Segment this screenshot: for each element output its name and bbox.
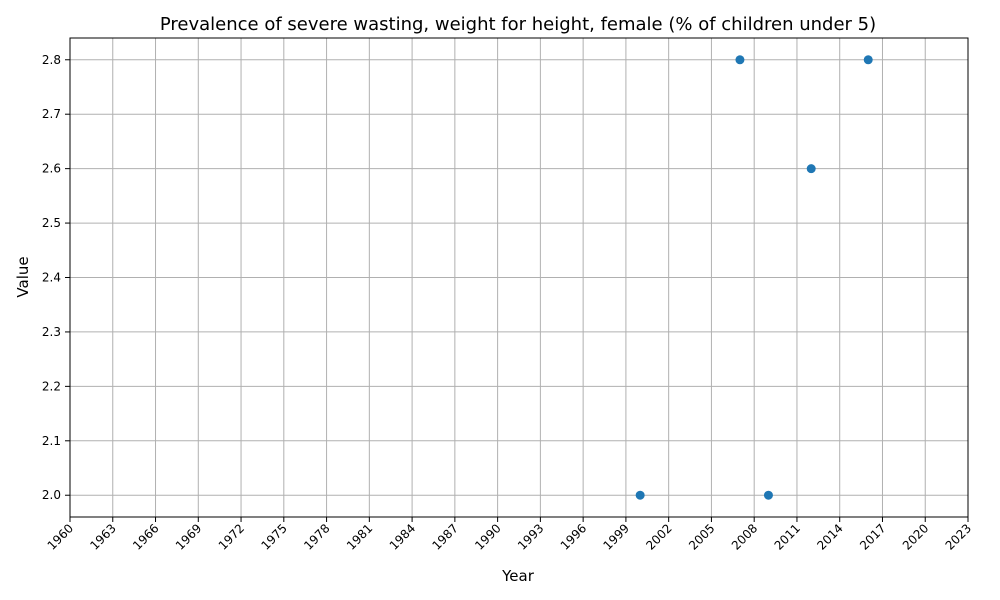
x-axis-label: Year <box>501 567 535 585</box>
x-tick-label: 1993 <box>515 521 546 552</box>
x-tick-label: 1999 <box>601 521 632 552</box>
x-tick-label: 1972 <box>216 521 247 552</box>
x-axis-ticks: 1960 1963 1966 1969 1972 1975 1978 1981 1984 1987… <box>45 517 974 553</box>
x-tick-label: 1966 <box>130 521 161 552</box>
data-point <box>806 164 816 174</box>
y-tick-label: 2.7 <box>42 107 61 121</box>
y-tick-label: 2.0 <box>42 488 61 502</box>
x-tick-label: 2017 <box>857 521 888 552</box>
chart-title: Prevalence of severe wasting, weight for… <box>160 14 876 35</box>
y-tick-label: 2.4 <box>42 271 61 285</box>
x-tick-label: 1996 <box>558 521 589 552</box>
x-tick-label: 1990 <box>472 521 503 552</box>
y-axis-ticks: 2.0 2.1 2.2 2.3 2.4 2.5 2.6 2.7 2.8 <box>42 53 70 502</box>
x-tick-label: 1960 <box>45 521 76 552</box>
x-tick-label: 1981 <box>344 521 375 552</box>
x-tick-label: 2008 <box>729 521 760 552</box>
grid-layer <box>69 38 969 517</box>
x-tick-label: 1978 <box>301 521 332 552</box>
y-tick-label: 2.5 <box>42 216 61 230</box>
data-point <box>863 55 873 65</box>
x-tick-label: 1975 <box>258 521 289 552</box>
y-tick-label: 2.3 <box>42 325 61 339</box>
y-tick-label: 2.1 <box>42 434 61 448</box>
data-point <box>735 55 745 65</box>
x-tick-label: 1963 <box>87 521 118 552</box>
x-tick-label: 2005 <box>686 521 717 552</box>
x-tick-label: 2023 <box>943 521 974 552</box>
data-point <box>635 490 645 500</box>
y-axis-label: Value <box>14 256 32 297</box>
x-tick-label: 1969 <box>173 521 204 552</box>
y-tick-label: 2.8 <box>42 53 61 67</box>
x-tick-label: 2002 <box>643 521 674 552</box>
x-tick-label: 2014 <box>814 521 845 552</box>
data-points <box>635 55 873 500</box>
x-tick-label: 1984 <box>387 521 418 552</box>
x-tick-label: 1987 <box>429 521 460 552</box>
x-tick-label: 2011 <box>772 521 803 552</box>
y-tick-label: 2.2 <box>42 379 61 393</box>
data-point <box>763 490 773 500</box>
y-tick-label: 2.6 <box>42 162 61 176</box>
x-tick-label: 2020 <box>900 521 931 552</box>
